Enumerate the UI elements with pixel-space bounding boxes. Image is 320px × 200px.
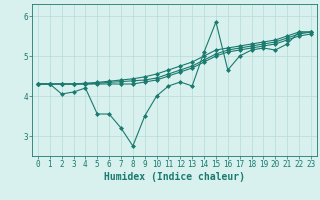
X-axis label: Humidex (Indice chaleur): Humidex (Indice chaleur) [104, 172, 245, 182]
